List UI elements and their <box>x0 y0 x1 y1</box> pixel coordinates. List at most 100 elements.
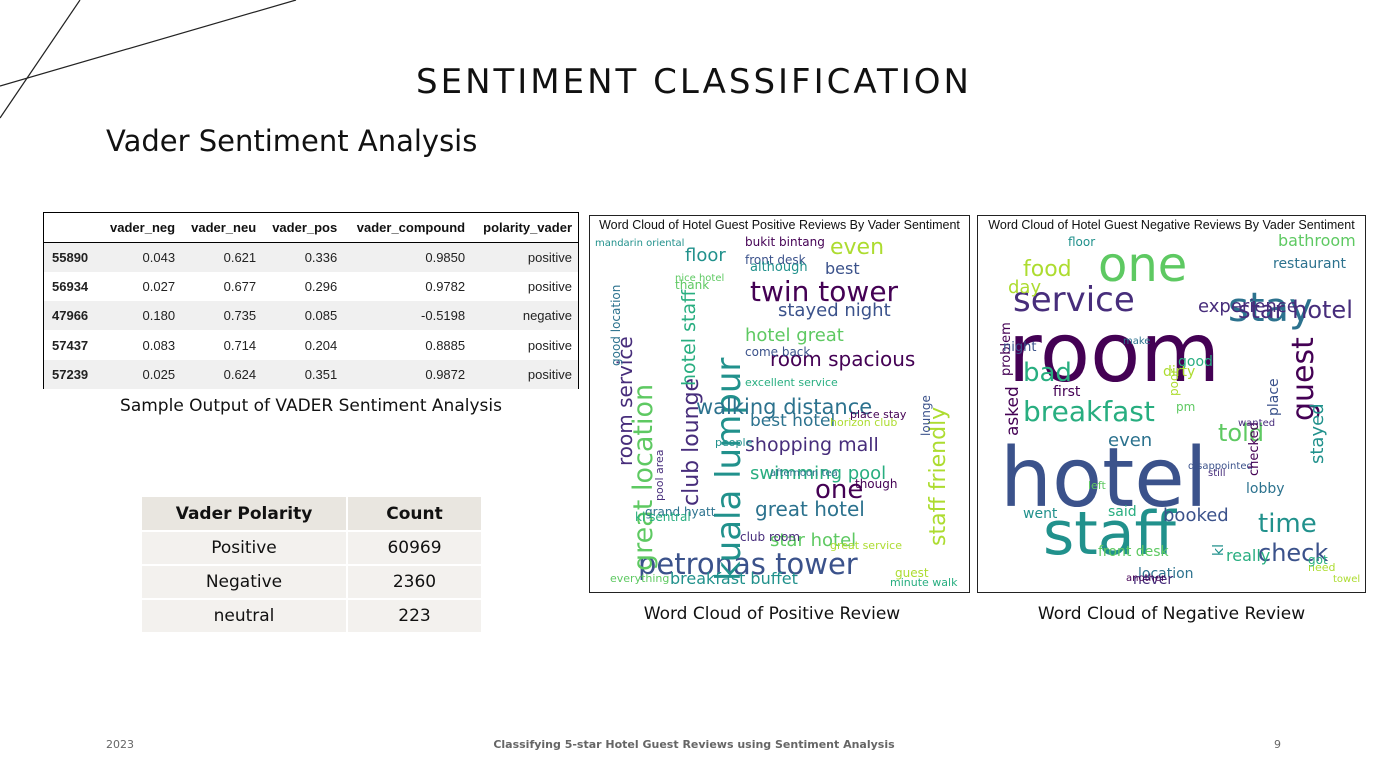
cloud-word: best <box>825 259 860 278</box>
cloud-word: poor <box>1167 369 1181 396</box>
polarity-label: Negative <box>142 566 348 598</box>
cell-pos: 0.296 <box>304 278 338 294</box>
cloud-word: check <box>1258 539 1328 567</box>
cell-neu: 0.677 <box>223 278 257 294</box>
table-row: Negative 2360 <box>142 566 481 598</box>
cloud-word: shopping mall <box>745 434 879 456</box>
cloud-word: staff friendly <box>926 407 951 546</box>
cloud-word: floor <box>685 245 726 266</box>
header-vader-compound: vader_compound <box>343 213 472 243</box>
cloud-word: one <box>1098 237 1187 293</box>
cloud-word: wanted <box>1238 418 1275 429</box>
cloud-word: kuala lumpur <box>709 358 749 581</box>
cloud-word: one <box>815 475 863 505</box>
cloud-word: staff <box>1043 499 1178 569</box>
table-row: 57437 0.083 0.714 0.204 0.8885 positive <box>44 330 578 359</box>
polarity-count-table: Vader Polarity Count Positive 60969 Nega… <box>142 495 481 634</box>
cloud-word: thank <box>675 278 709 292</box>
cloud-word: left <box>1088 479 1107 492</box>
cell-pos: 0.204 <box>304 337 338 353</box>
cell-neg: 0.180 <box>142 308 176 324</box>
cell-polarity: negative <box>522 308 572 324</box>
cloud-word: pm <box>1176 400 1195 414</box>
vader-table-header: vader_neg vader_neu vader_pos vader_comp… <box>44 213 578 243</box>
cloud-word: mandarin oriental <box>595 238 684 249</box>
cloud-word: great service <box>830 539 902 552</box>
cell-neg: 0.027 <box>142 278 176 294</box>
vader-table-caption: Sample Output of VADER Sentiment Analysi… <box>120 396 502 416</box>
cloud-word: everything <box>610 572 669 585</box>
cloud-word: night <box>1003 340 1036 355</box>
cell-neu: 0.624 <box>223 366 257 382</box>
cloud-word: bathroom <box>1278 231 1356 250</box>
header-vader-pos: vader_pos <box>262 213 344 243</box>
cloud-word: went <box>1023 506 1058 522</box>
cloud-word: good <box>1178 354 1213 370</box>
negative-cloud-caption: Word Cloud of Negative Review <box>1037 604 1306 624</box>
cloud-word: disappointed <box>1188 461 1253 472</box>
section-subtitle: Vader Sentiment Analysis <box>106 124 478 158</box>
cloud-word: dirty <box>1163 364 1195 380</box>
cloud-word: although <box>750 260 808 275</box>
cloud-word: service <box>1013 280 1135 320</box>
cloud-word: checked <box>1247 422 1262 476</box>
header-count: Count <box>348 497 481 530</box>
cloud-word: walking distance <box>696 395 872 419</box>
cloud-word: hotel great <box>745 325 844 346</box>
table-row: neutral 223 <box>142 600 481 632</box>
cloud-word: minute walk <box>890 576 958 589</box>
cloud-word: really <box>1226 546 1270 565</box>
cell-neg: 0.043 <box>142 249 176 265</box>
cloud-word: good location <box>609 285 623 366</box>
cloud-word: asked <box>1003 386 1023 436</box>
cloud-word: star hotel <box>770 530 856 551</box>
header-vader-polarity: Vader Polarity <box>142 497 348 530</box>
cloud-word: lobby <box>1246 481 1285 497</box>
footer-title: Classifying 5-star Hotel Guest Reviews u… <box>493 738 895 751</box>
cell-pos: 0.336 <box>304 249 338 265</box>
cloud-word: never <box>1133 572 1173 588</box>
cloud-word: day <box>1008 277 1041 298</box>
cloud-word: bukit bintang <box>745 235 825 249</box>
cloud-word: breakfast buffet <box>670 569 798 588</box>
cell-compound: 0.9850 <box>425 249 466 265</box>
cloud-word: excellent service <box>745 376 838 389</box>
table-row: 56934 0.027 0.677 0.296 0.9782 positive <box>44 272 578 301</box>
row-index: 57437 <box>52 337 89 353</box>
vader-sample-table: vader_neg vader_neu vader_pos vader_comp… <box>43 212 579 389</box>
cell-polarity: positive <box>527 249 572 265</box>
cloud-word: experience <box>1198 296 1298 317</box>
cloud-word: bad <box>1023 358 1072 388</box>
cloud-word: place <box>1266 378 1282 416</box>
table-row: 57239 0.025 0.624 0.351 0.9872 positive <box>44 359 578 389</box>
cell-pos: 0.085 <box>304 308 338 324</box>
cloud-word: towel <box>1333 574 1360 585</box>
cloud-word: lounge <box>919 395 933 436</box>
cell-neg: 0.083 <box>142 337 176 353</box>
cloud-word: come back <box>745 345 810 359</box>
cloud-word: guest <box>895 566 929 580</box>
polarity-label: neutral <box>142 600 348 632</box>
cloud-word: afternoon tea <box>770 468 838 479</box>
cloud-word: front desk <box>1098 544 1170 560</box>
cloud-word: front desk <box>745 253 806 267</box>
cloud-word: nice hotel <box>675 273 724 284</box>
cloud-word: location <box>1138 566 1194 582</box>
table-row: 55890 0.043 0.621 0.336 0.9850 positive <box>44 242 578 272</box>
cloud-word: stay <box>1228 285 1313 331</box>
cell-neu: 0.735 <box>223 308 257 324</box>
cloud-word: room <box>1008 306 1220 401</box>
cloud-word: great hotel <box>755 497 865 521</box>
table-row: Positive 60969 <box>142 532 481 564</box>
cell-polarity: positive <box>527 337 572 353</box>
cloud-word: club lounge <box>679 378 704 506</box>
footer-year: 2023 <box>106 738 134 751</box>
cloud-word: room spacious <box>770 347 915 371</box>
cloud-word: breakfast <box>1023 395 1155 428</box>
cloud-word: star hotel <box>1238 296 1353 324</box>
cell-neu: 0.621 <box>223 249 257 265</box>
cell-neu: 0.714 <box>223 337 257 353</box>
cell-compound: -0.5198 <box>421 308 466 324</box>
polarity-label: Positive <box>142 532 348 564</box>
cloud-word: make <box>1123 336 1150 347</box>
